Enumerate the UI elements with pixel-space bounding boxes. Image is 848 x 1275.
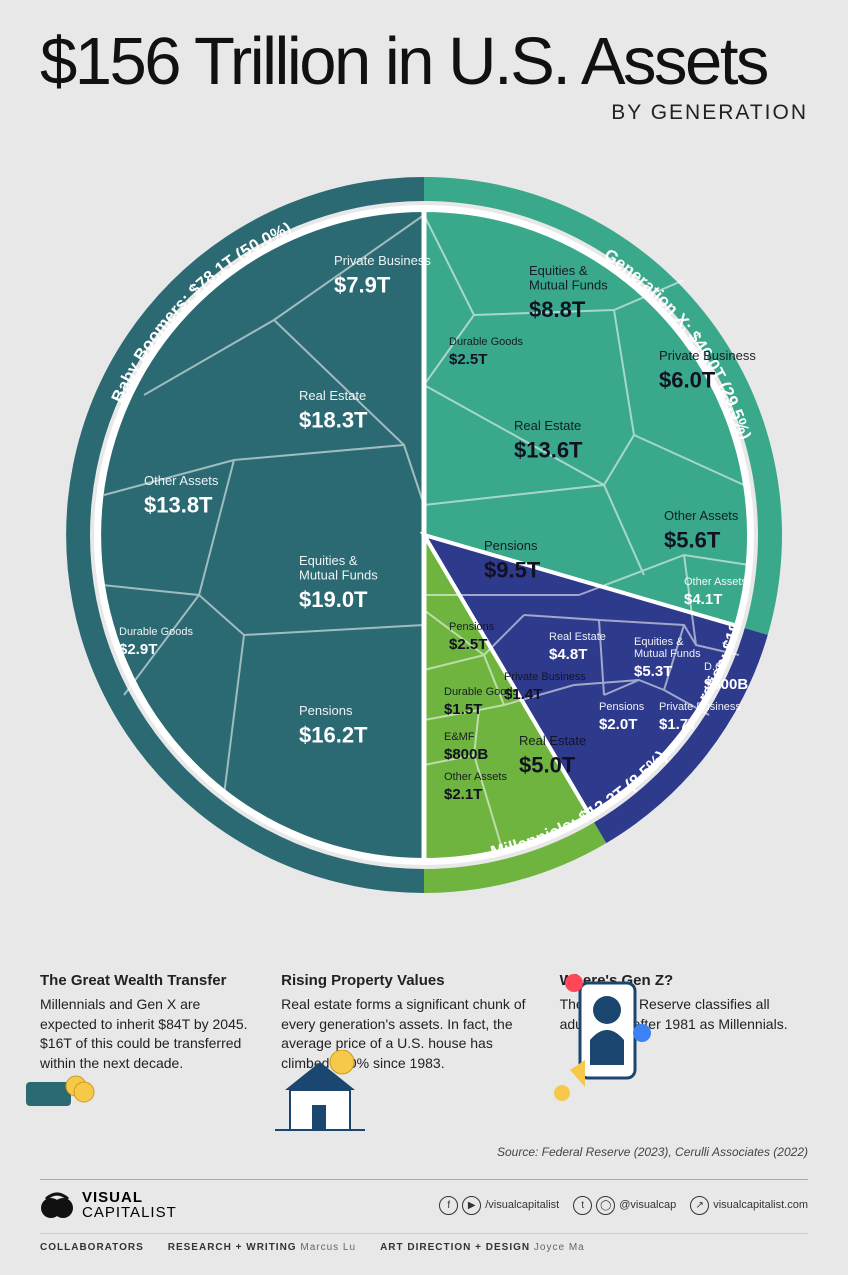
svg-text:Real Estate$18.3T: Real Estate$18.3T: [299, 388, 368, 433]
youtube-icon[interactable]: ▶: [462, 1196, 481, 1215]
page-subtitle: BY GENERATION: [40, 101, 808, 125]
social-links: f ▶ /visualcapitalist t ◯ @visualcap ↗ v…: [439, 1196, 808, 1215]
source-line: Source: Federal Reserve (2023), Cerulli …: [497, 1145, 808, 1159]
info-heading: The Great Wealth Transfer: [40, 970, 251, 991]
brand-logo-icon: [40, 1191, 74, 1219]
instagram-icon[interactable]: ◯: [596, 1196, 615, 1215]
info-wealth-transfer: The Great Wealth Transfer Millennials an…: [40, 970, 251, 1073]
social-handle: /visualcapitalist: [485, 1199, 559, 1211]
footer: VISUALCAPITALIST f ▶ /visualcapitalist t…: [40, 1179, 808, 1220]
brand-name: VISUALCAPITALIST: [82, 1190, 177, 1220]
social-handle: @visualcap: [619, 1199, 676, 1211]
svg-text:Pensions$9.5T: Pensions$9.5T: [484, 538, 541, 583]
brand: VISUALCAPITALIST: [40, 1190, 177, 1220]
credits-label: COLLABORATORS: [40, 1242, 144, 1253]
link-icon[interactable]: ↗: [690, 1196, 709, 1215]
header: $156 Trillion in U.S. Assets BY GENERATI…: [40, 28, 808, 125]
social-site: visualcapitalist.com: [713, 1199, 808, 1211]
chart-svg: Baby Boomers: $78.1T (50.0%)Generation X…: [44, 155, 804, 915]
svg-text:Other Assets$13.8T: Other Assets$13.8T: [144, 473, 219, 518]
svg-text:Real Estate$13.6T: Real Estate$13.6T: [514, 418, 583, 463]
phone-person-icon: [550, 965, 660, 1105]
twitter-icon[interactable]: t: [573, 1196, 592, 1215]
hand-coins-icon: [26, 1062, 96, 1122]
info-heading: Rising Property Values: [281, 970, 529, 991]
house-icon: [270, 1050, 370, 1140]
generation-chart: Baby Boomers: $78.1T (50.0%)Generation X…: [44, 155, 804, 915]
page-title: $156 Trillion in U.S. Assets: [40, 28, 808, 95]
credits: COLLABORATORS RESEARCH + WRITING Marcus …: [40, 1233, 808, 1253]
info-row: The Great Wealth Transfer Millennials an…: [40, 970, 808, 1073]
facebook-icon[interactable]: f: [439, 1196, 458, 1215]
